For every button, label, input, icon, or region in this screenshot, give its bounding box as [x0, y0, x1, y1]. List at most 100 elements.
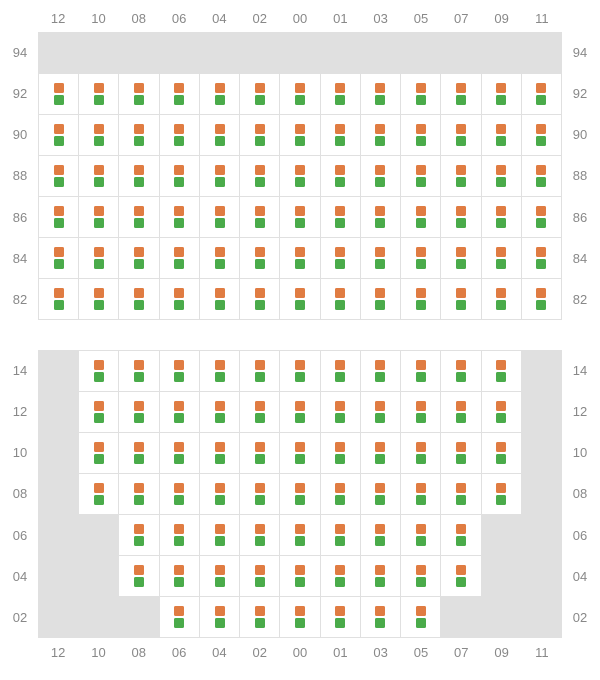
seat[interactable] — [160, 238, 199, 278]
seat[interactable] — [119, 197, 158, 237]
seat[interactable] — [441, 433, 480, 473]
seat[interactable] — [240, 197, 279, 237]
seat[interactable] — [240, 433, 279, 473]
seat[interactable] — [280, 115, 319, 155]
seat[interactable] — [441, 556, 480, 596]
seat[interactable] — [401, 74, 440, 114]
seat[interactable] — [441, 392, 480, 432]
seat[interactable] — [401, 238, 440, 278]
seat[interactable] — [280, 433, 319, 473]
seat[interactable] — [361, 392, 400, 432]
seat[interactable] — [401, 351, 440, 391]
seat[interactable] — [321, 115, 360, 155]
seat[interactable] — [280, 474, 319, 514]
seat[interactable] — [200, 556, 239, 596]
seat[interactable] — [361, 156, 400, 196]
seat[interactable] — [441, 351, 480, 391]
seat[interactable] — [321, 515, 360, 555]
seat[interactable] — [39, 197, 78, 237]
seat[interactable] — [482, 156, 521, 196]
seat[interactable] — [280, 392, 319, 432]
seat[interactable] — [119, 156, 158, 196]
seat[interactable] — [160, 279, 199, 319]
seat[interactable] — [321, 556, 360, 596]
seat[interactable] — [160, 197, 199, 237]
seat[interactable] — [39, 156, 78, 196]
seat[interactable] — [482, 197, 521, 237]
seat[interactable] — [160, 74, 199, 114]
seat[interactable] — [200, 279, 239, 319]
seat[interactable] — [119, 556, 158, 596]
seat[interactable] — [240, 74, 279, 114]
seat[interactable] — [240, 474, 279, 514]
seat[interactable] — [280, 238, 319, 278]
seat[interactable] — [79, 74, 118, 114]
seat[interactable] — [482, 115, 521, 155]
seat[interactable] — [200, 392, 239, 432]
seat[interactable] — [240, 279, 279, 319]
seat[interactable] — [119, 238, 158, 278]
seat[interactable] — [401, 115, 440, 155]
seat[interactable] — [321, 197, 360, 237]
seat[interactable] — [200, 156, 239, 196]
seat[interactable] — [482, 392, 521, 432]
seat[interactable] — [160, 156, 199, 196]
seat[interactable] — [240, 351, 279, 391]
seat[interactable] — [240, 392, 279, 432]
seat[interactable] — [160, 115, 199, 155]
seat[interactable] — [361, 433, 400, 473]
seat[interactable] — [441, 238, 480, 278]
seat[interactable] — [321, 433, 360, 473]
seat[interactable] — [482, 74, 521, 114]
seat[interactable] — [361, 351, 400, 391]
seat[interactable] — [200, 197, 239, 237]
seat[interactable] — [280, 556, 319, 596]
seat[interactable] — [240, 515, 279, 555]
seat[interactable] — [361, 74, 400, 114]
seat[interactable] — [321, 351, 360, 391]
seat[interactable] — [482, 238, 521, 278]
seat[interactable] — [522, 279, 561, 319]
seat[interactable] — [401, 156, 440, 196]
seat[interactable] — [321, 474, 360, 514]
seat[interactable] — [321, 156, 360, 196]
seat[interactable] — [79, 279, 118, 319]
seat[interactable] — [280, 597, 319, 637]
seat[interactable] — [482, 279, 521, 319]
seat[interactable] — [321, 392, 360, 432]
seat[interactable] — [321, 597, 360, 637]
seat[interactable] — [321, 238, 360, 278]
seat[interactable] — [280, 74, 319, 114]
seat[interactable] — [361, 597, 400, 637]
seat[interactable] — [280, 156, 319, 196]
seat[interactable] — [200, 351, 239, 391]
seat[interactable] — [441, 515, 480, 555]
seat[interactable] — [280, 351, 319, 391]
seat[interactable] — [79, 433, 118, 473]
seat[interactable] — [119, 433, 158, 473]
seat[interactable] — [482, 351, 521, 391]
seat[interactable] — [361, 515, 400, 555]
seat[interactable] — [280, 197, 319, 237]
seat[interactable] — [441, 156, 480, 196]
seat[interactable] — [441, 197, 480, 237]
seat[interactable] — [200, 238, 239, 278]
seat[interactable] — [401, 474, 440, 514]
seat[interactable] — [401, 392, 440, 432]
seat[interactable] — [321, 74, 360, 114]
seat[interactable] — [200, 597, 239, 637]
seat[interactable] — [39, 74, 78, 114]
seat[interactable] — [160, 433, 199, 473]
seat[interactable] — [200, 74, 239, 114]
seat[interactable] — [522, 74, 561, 114]
seat[interactable] — [361, 556, 400, 596]
seat[interactable] — [361, 474, 400, 514]
seat[interactable] — [522, 197, 561, 237]
seat[interactable] — [482, 433, 521, 473]
seat[interactable] — [401, 515, 440, 555]
seat[interactable] — [200, 515, 239, 555]
seat[interactable] — [119, 515, 158, 555]
seat[interactable] — [240, 597, 279, 637]
seat[interactable] — [79, 115, 118, 155]
seat[interactable] — [119, 474, 158, 514]
